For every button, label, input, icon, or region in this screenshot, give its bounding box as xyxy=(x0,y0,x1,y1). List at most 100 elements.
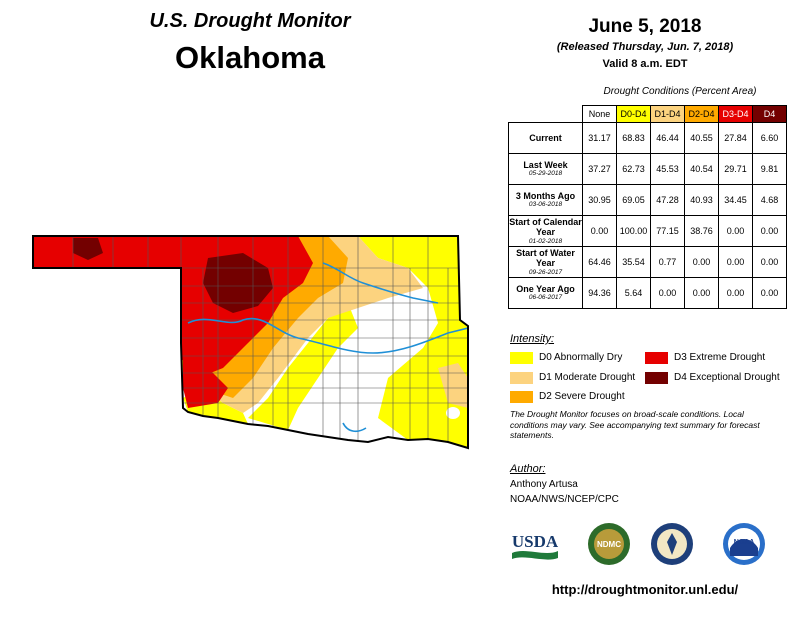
doc-seal[interactable] xyxy=(650,522,694,566)
row-label: Start of Calendar Year 01-02-2018 xyxy=(508,215,583,247)
author-title: Author: xyxy=(510,463,546,475)
row-label-text: Last Week xyxy=(523,160,568,171)
row-date: 06-06-2017 xyxy=(528,294,563,302)
table-cell: 0.00 xyxy=(718,215,753,247)
table-cell: 4.68 xyxy=(752,184,787,216)
table-cell: 27.84 xyxy=(718,122,753,154)
col-header-d1: D1-D4 xyxy=(650,105,685,123)
table-cell: 34.45 xyxy=(718,184,753,216)
legend-swatch-d1 xyxy=(510,371,533,384)
col-header-d2: D2-D4 xyxy=(684,105,719,123)
legend-item-d3: D3 Extreme Drought xyxy=(645,351,765,364)
table-row: One Year Ago 06-06-2017 94.36 5.64 0.00 0.00 0… xyxy=(508,277,787,309)
legend-swatch-d0 xyxy=(510,351,533,364)
row-date: 01-02-2018 xyxy=(528,237,563,245)
table-row: 3 Months Ago 03-06-2018 30.95 69.05 47.28 40.… xyxy=(508,184,787,216)
table-row: Current 31.17 68.83 46.44 40.55 27.84 6.60 xyxy=(508,122,787,154)
legend-swatch-d3 xyxy=(645,351,668,364)
table-cell: 30.95 xyxy=(582,184,617,216)
legend-item-d4: D4 Exceptional Drought xyxy=(645,371,780,384)
table-cell: 9.81 xyxy=(752,153,787,185)
ndmc-logo-text: NDMC xyxy=(597,540,621,549)
table-cell: 38.76 xyxy=(684,215,719,247)
monitor-title: U.S. Drought Monitor xyxy=(149,10,351,32)
legend-label-d2: D2 Severe Drought xyxy=(539,391,625,402)
row-label-text: One Year Ago xyxy=(516,284,575,295)
row-date: 09-26-2017 xyxy=(528,268,563,276)
row-label-text: Start of Calendar Year xyxy=(509,216,582,238)
row-label: Last Week 05-29-2018 xyxy=(508,153,583,185)
legend-swatch-d2 xyxy=(510,390,533,403)
focus-note: The Drought Monitor focuses on broad-sca… xyxy=(510,409,760,441)
usda-logo-text: USDA xyxy=(512,532,559,551)
legend-label-d4: D4 Exceptional Drought xyxy=(674,372,780,383)
table-cell: 40.54 xyxy=(684,153,719,185)
row-label: Start of Water Year 09-26-2017 xyxy=(508,246,583,278)
row-label-text: 3 Months Ago xyxy=(515,191,576,202)
col-header-d0: D0-D4 xyxy=(616,105,651,123)
table-cell: 69.05 xyxy=(616,184,651,216)
table-cell: 0.00 xyxy=(718,277,753,309)
legend-label-d3: D3 Extreme Drought xyxy=(674,352,766,363)
table-cell: 6.60 xyxy=(752,122,787,154)
row-label-text: Start of Water Year xyxy=(516,247,575,269)
drought-conditions-table: None D0-D4 D1-D4 D2-D4 D3-D4 D4 Current 3… xyxy=(508,105,787,309)
table-cell: 45.53 xyxy=(650,153,685,185)
noaa-logo[interactable]: NOAA xyxy=(722,522,766,566)
row-label: Current xyxy=(508,122,583,154)
table-cell: 0.00 xyxy=(684,277,719,309)
table-row: Last Week 05-29-2018 37.27 62.73 45.53 40.54 2… xyxy=(508,153,787,185)
ndmc-logo[interactable]: NDMC xyxy=(587,522,631,566)
table-cell: 0.00 xyxy=(752,215,787,247)
table-cell: 68.83 xyxy=(616,122,651,154)
table-cell: 0.00 xyxy=(752,246,787,278)
row-date: 05-29-2018 xyxy=(528,170,563,178)
legend-label-d0: D0 Abnormally Dry xyxy=(539,352,623,363)
table-cell: 77.15 xyxy=(650,215,685,247)
valid-time: Valid 8 a.m. EDT xyxy=(602,58,688,70)
table-cell: 0.00 xyxy=(582,215,617,247)
row-date: 03-06-2018 xyxy=(528,201,563,209)
table-title: Drought Conditions (Percent Area) xyxy=(603,86,757,97)
table-cell: 47.28 xyxy=(650,184,685,216)
table-cell: 40.93 xyxy=(684,184,719,216)
author-name: Anthony Artusa xyxy=(510,479,578,490)
release-date: (Released Thursday, Jun. 7, 2018) xyxy=(556,41,734,53)
table-cell: 46.44 xyxy=(650,122,685,154)
map-date: June 5, 2018 xyxy=(588,16,702,37)
table-cell: 29.71 xyxy=(718,153,753,185)
table-cell: 40.55 xyxy=(684,122,719,154)
legend-item-d2: D2 Severe Drought xyxy=(510,390,625,403)
usda-logo[interactable]: USDA xyxy=(510,527,560,563)
table-cell: 100.00 xyxy=(616,215,651,247)
table-row: Start of Calendar Year 01-02-2018 0.00 100.… xyxy=(508,215,787,247)
table-cell: 0.00 xyxy=(650,277,685,309)
author-org: NOAA/NWS/NCEP/CPC xyxy=(510,494,619,505)
legend-swatch-d4 xyxy=(645,371,668,384)
row-label: One Year Ago 06-06-2017 xyxy=(508,277,583,309)
legend-item-d1: D1 Moderate Drought xyxy=(510,371,635,384)
col-header-d3: D3-D4 xyxy=(718,105,753,123)
table-row: Start of Water Year 09-26-2017 64.46 35.54 0… xyxy=(508,246,787,278)
table-cell: 62.73 xyxy=(616,153,651,185)
drought-monitor-url[interactable]: http://droughtmonitor.unl.edu/ xyxy=(551,582,739,597)
table-cell: 0.00 xyxy=(684,246,719,278)
table-cell: 64.46 xyxy=(582,246,617,278)
col-header-d4: D4 xyxy=(752,105,787,123)
table-cell: 94.36 xyxy=(582,277,617,309)
noaa-logo-text: NOAA xyxy=(734,539,755,546)
table-cell: 5.64 xyxy=(616,277,651,309)
table-cell: 35.54 xyxy=(616,246,651,278)
legend-label-d1: D1 Moderate Drought xyxy=(539,372,636,383)
table-cell: 31.17 xyxy=(582,122,617,154)
row-label: 3 Months Ago 03-06-2018 xyxy=(508,184,583,216)
table-cell: 0.77 xyxy=(650,246,685,278)
oklahoma-drought-map xyxy=(32,235,469,450)
table-cell: 0.00 xyxy=(752,277,787,309)
col-header-none: None xyxy=(582,105,617,123)
row-label-text: Current xyxy=(529,132,562,143)
table-cell: 37.27 xyxy=(582,153,617,185)
state-title: Oklahoma xyxy=(175,40,325,75)
legend-item-d0: D0 Abnormally Dry xyxy=(510,351,622,364)
table-cell: 0.00 xyxy=(718,246,753,278)
